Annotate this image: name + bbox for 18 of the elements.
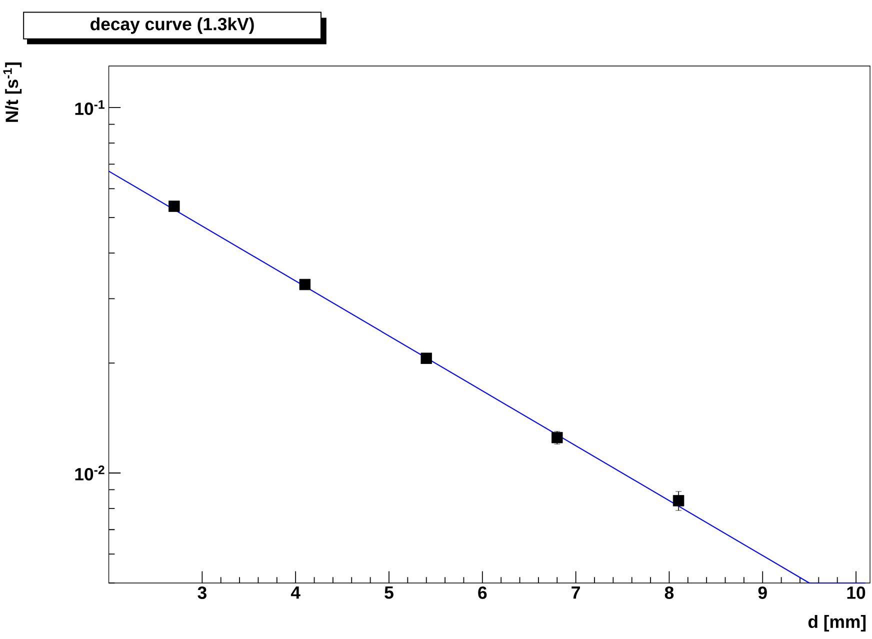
point [168, 200, 180, 212]
x-tick-label: 3 [198, 586, 206, 599]
point [672, 495, 684, 506]
point [299, 278, 311, 290]
point [552, 432, 563, 444]
x-tick-label: 4 [290, 586, 300, 599]
x-axis-title: d [mm] [808, 614, 866, 632]
y-tick-label: 10$^{-1}$ [75, 100, 104, 115]
chart-title: decay curve (1.3kV) [90, 17, 254, 34]
x-tick-label: 9 [758, 586, 767, 599]
point [420, 352, 432, 364]
x-tick-label: 10 [847, 586, 866, 599]
y-tick-label: 10$^{-2}$ [75, 465, 104, 480]
x-tick-label: 8 [664, 586, 674, 599]
x-tick-label: 5 [384, 586, 394, 599]
x-tick-label: 6 [478, 586, 487, 599]
y-axis-title: N/t [s$^{-1}$] [3, 62, 22, 122]
x-tick-label: 7 [572, 586, 580, 599]
